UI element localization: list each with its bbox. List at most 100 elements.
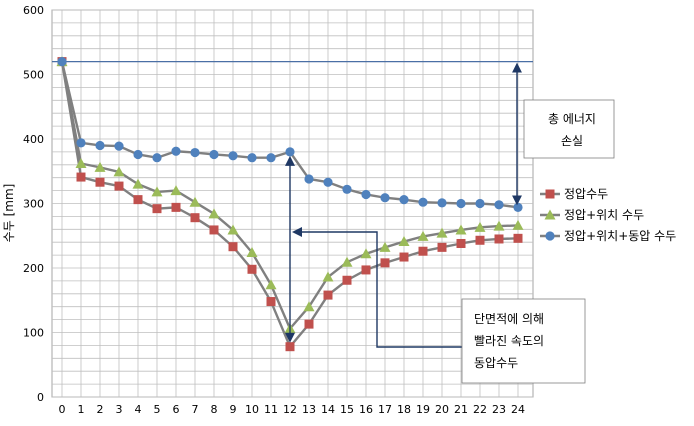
- x-tick-label: 17: [378, 403, 392, 416]
- data-point-circle: [114, 141, 124, 151]
- x-tick-label: 23: [492, 403, 506, 416]
- x-tick-label: 21: [454, 403, 468, 416]
- data-point-circle: [513, 202, 523, 212]
- callout-text-line: 빨라진 속도의: [474, 334, 544, 348]
- data-point-triangle: [544, 209, 556, 220]
- x-tick-label: 14: [321, 403, 335, 416]
- data-point-triangle: [341, 256, 353, 267]
- x-tick-label: 5: [154, 403, 161, 416]
- data-point-circle: [456, 198, 466, 209]
- data-point-square: [285, 342, 295, 352]
- x-tick-label: 19: [416, 403, 430, 416]
- data-point-square: [152, 204, 162, 214]
- data-point-circle: [437, 198, 447, 208]
- x-tick-label: 7: [192, 403, 199, 416]
- x-tick-label: 24: [511, 403, 525, 416]
- data-point-square: [475, 235, 485, 245]
- callout-text-line: 단면적에 의해: [474, 312, 544, 326]
- legend-item: 정압+위치 수두: [540, 208, 644, 222]
- x-tick-label: 18: [397, 403, 411, 416]
- data-point-triangle: [379, 241, 391, 252]
- callout-connector: [292, 227, 462, 348]
- data-point-square: [418, 246, 428, 256]
- data-point-circle: [76, 138, 86, 148]
- data-point-circle: [545, 231, 555, 241]
- data-point-circle: [247, 153, 257, 163]
- y-tick-label: 300: [23, 198, 44, 211]
- data-point-triangle: [265, 279, 277, 290]
- data-point-circle: [171, 146, 181, 156]
- data-point-circle: [190, 147, 200, 158]
- data-point-square: [133, 195, 143, 205]
- data-point-triangle: [113, 166, 125, 177]
- legend-label: 정압+위치 수두: [564, 208, 644, 222]
- data-point-circle: [380, 193, 390, 203]
- data-point-square: [95, 177, 105, 187]
- y-tick-label: 200: [23, 262, 44, 275]
- data-point-square: [190, 213, 200, 223]
- x-tick-label: 4: [135, 403, 142, 416]
- data-point-circle: [418, 197, 428, 207]
- x-tick-label: 6: [173, 403, 180, 416]
- data-point-triangle: [132, 178, 144, 189]
- data-point-triangle: [417, 230, 429, 241]
- y-tick-label: 600: [23, 4, 44, 17]
- x-tick-label: 10: [245, 403, 259, 416]
- x-tick-label: 0: [59, 403, 66, 416]
- legend-label: 정압수두: [564, 187, 608, 201]
- data-point-circle: [95, 140, 105, 151]
- data-point-triangle: [170, 185, 182, 196]
- data-point-triangle: [493, 220, 505, 231]
- x-tick-label: 15: [340, 403, 354, 416]
- y-tick-label: 400: [23, 133, 44, 146]
- x-tick-label: 2: [97, 403, 104, 416]
- data-point-circle: [209, 149, 219, 160]
- data-point-square: [437, 242, 447, 252]
- data-point-circle: [57, 57, 67, 67]
- x-tick-label: 22: [473, 403, 487, 416]
- data-point-square: [228, 242, 238, 252]
- data-point-triangle: [94, 161, 106, 172]
- x-tick-label: 12: [283, 403, 297, 416]
- data-point-square: [361, 265, 371, 275]
- x-tick-label: 9: [230, 403, 237, 416]
- data-point-circle: [399, 195, 409, 205]
- data-point-triangle: [360, 248, 372, 259]
- data-point-square: [114, 181, 124, 191]
- data-point-square: [266, 297, 276, 307]
- data-point-circle: [152, 153, 162, 163]
- data-point-circle: [285, 147, 295, 157]
- data-point-circle: [304, 174, 314, 184]
- x-tick-label: 3: [116, 403, 123, 416]
- legend-label: 정압+위치+동압 수두: [564, 229, 676, 243]
- data-point-triangle: [455, 224, 467, 235]
- data-point-square: [323, 290, 333, 300]
- data-point-triangle: [151, 186, 163, 197]
- data-point-circle: [133, 149, 143, 160]
- data-point-square: [456, 238, 466, 248]
- data-point-square: [513, 233, 523, 243]
- data-point-circle: [266, 153, 276, 163]
- data-point-square: [545, 189, 555, 199]
- data-point-circle: [494, 200, 504, 210]
- data-point-square: [304, 319, 314, 329]
- x-tick-label: 13: [302, 403, 316, 416]
- data-point-square: [76, 172, 86, 182]
- data-point-circle: [323, 177, 333, 187]
- y-tick-label: 500: [23, 69, 44, 82]
- series-3: [57, 57, 523, 212]
- data-point-triangle: [474, 221, 486, 232]
- data-point-triangle: [189, 196, 201, 207]
- data-point-square: [494, 234, 504, 244]
- data-point-square: [342, 275, 352, 285]
- callout-box: [523, 99, 615, 159]
- data-point-square: [380, 258, 390, 268]
- data-point-triangle: [75, 158, 87, 169]
- data-point-square: [209, 225, 219, 235]
- series-1: [57, 57, 523, 352]
